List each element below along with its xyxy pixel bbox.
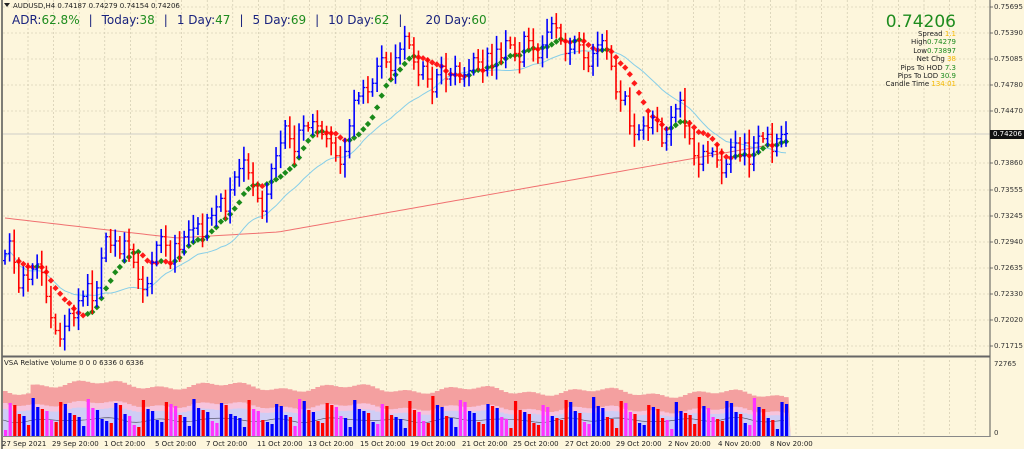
adr-label: 20 Day:	[425, 13, 472, 27]
info-row: Low0.73897	[913, 46, 956, 55]
dropdown-triangle-icon[interactable]	[4, 3, 10, 7]
time-tick: 4 Nov 20:00	[718, 440, 761, 448]
price-tick: 0.74780	[994, 81, 1023, 89]
symbol-header: AUDUSD,H4 0.74187 0.74279 0.74154 0.7420…	[4, 2, 180, 10]
adr-separator: |	[398, 13, 403, 27]
time-tick: 8 Nov 20:00	[770, 440, 813, 448]
time-tick: 5 Oct 20:00	[155, 440, 197, 448]
price-tick: 0.75695	[994, 3, 1023, 11]
adr-label: ADR:	[12, 13, 42, 27]
price-tick: 0.75085	[994, 55, 1023, 63]
adr-value: 60	[471, 13, 487, 27]
indicator-label: VSA Relative Volume 0 0 0 6336 0 6336	[4, 359, 144, 367]
adr-value: 47	[215, 13, 231, 27]
current-price: 0.74206	[885, 12, 956, 32]
time-tick: 13 Oct 20:00	[308, 440, 354, 448]
time-tick: 7 Oct 20:00	[206, 440, 248, 448]
info-row: Pips To LOD 30.9	[897, 72, 956, 81]
price-tick: 0.72940	[994, 238, 1023, 246]
price-tick: 0.72635	[994, 264, 1023, 272]
price-tick: 0.72330	[994, 290, 1023, 298]
info-row: Pips To HOD 7.3	[900, 63, 956, 72]
adr-value: 62.8%	[41, 13, 80, 27]
adr-separator: |	[88, 13, 93, 27]
time-tick: 1 Oct 20:00	[104, 440, 146, 448]
price-tick: 0.75390	[994, 29, 1023, 37]
price-tick: 0.73555	[994, 186, 1023, 194]
adr-separator: |	[163, 13, 168, 27]
info-panel: 0.74206 Spread 1.1 High0.74279 Low0.73897 N…	[885, 14, 956, 89]
time-tick: 29 Sep 20:00	[52, 440, 99, 448]
price-tick: 0.71715	[994, 342, 1023, 350]
price-tick: 0.74470	[994, 107, 1023, 115]
info-row: Spread 1.1	[917, 30, 956, 38]
info-row: High0.74279	[910, 38, 956, 47]
adr-separator: |	[315, 13, 320, 27]
adr-label: 5 Day:	[252, 13, 291, 27]
adr-separator: |	[239, 13, 244, 27]
adr-value: 69	[290, 13, 307, 27]
price-tick: 0.73860	[994, 159, 1023, 167]
adr-value: 38	[139, 13, 155, 27]
time-tick: 27 Sep 2021	[2, 440, 47, 448]
time-tick: 15 Oct 20:00	[360, 440, 406, 448]
time-tick: 11 Oct 20:00	[257, 440, 303, 448]
time-tick: 25 Oct 20:00	[513, 440, 559, 448]
info-row: Net Chg 38	[916, 55, 956, 64]
time-tick: 29 Oct 20:00	[616, 440, 662, 448]
price-tick: 0.73245	[994, 212, 1023, 220]
volume-axis-max: 72765	[994, 360, 1017, 368]
info-row: Candle Time 134:01	[885, 80, 956, 89]
symbol-ohlc-text: AUDUSD,H4 0.74187 0.74279 0.74154 0.7420…	[13, 2, 180, 10]
volume-axis-min: 0	[994, 429, 999, 437]
current-price-marker: 0.74206	[990, 130, 1024, 139]
adr-panel: ADR: 62.8% | Today: 38 | 1 Day: 47 | 5 Day: 69…	[12, 13, 487, 27]
time-tick: 21 Oct 20:00	[462, 440, 508, 448]
time-tick: 2 Nov 20:00	[668, 440, 711, 448]
price-tick: 0.72020	[994, 316, 1023, 324]
time-tick: 27 Oct 20:00	[565, 440, 611, 448]
adr-label: 1 Day:	[176, 13, 216, 27]
adr-label: Today:	[101, 13, 140, 27]
adr-label: 10 Day:	[328, 13, 375, 27]
time-tick: 19 Oct 20:00	[410, 440, 456, 448]
adr-value: 62	[374, 13, 390, 27]
